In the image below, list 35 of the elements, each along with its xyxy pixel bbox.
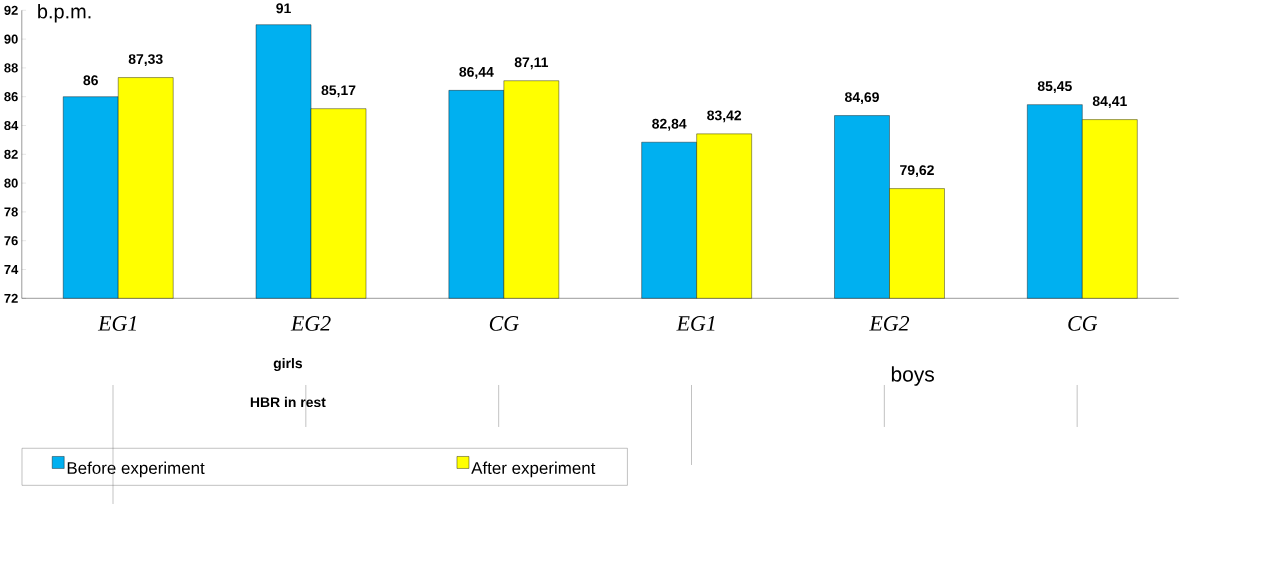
data-label: 79,62: [900, 165, 934, 178]
legend-label: After experiment: [471, 461, 596, 478]
y-tick-label: 76: [4, 236, 18, 246]
y-tick-label: 86: [4, 92, 18, 102]
x-tick-label: CG: [489, 316, 519, 331]
y-axis-title: b.p.m.: [38, 3, 91, 23]
y-tick-label: 80: [4, 178, 18, 188]
data-label: 91: [276, 3, 291, 14]
text: girls: [273, 358, 303, 372]
y-tick-label: 90: [4, 34, 18, 44]
data-label: 85,17: [321, 85, 356, 98]
x-axis-title: HBR in rest: [250, 396, 326, 408]
data-label: 83,42: [707, 110, 742, 123]
x-tick-label: EG2: [290, 316, 331, 331]
x-tick-label: EG2: [869, 316, 910, 331]
data-label: 86,44: [459, 66, 494, 79]
x-tick-label: CG: [1068, 316, 1098, 331]
data-label: 87,33: [128, 54, 163, 67]
text: boys: [891, 366, 934, 386]
y-tick-label: 84: [4, 120, 19, 131]
data-label: 87,11: [514, 57, 549, 70]
data-label: 85,45: [1037, 81, 1072, 94]
y-tick-label: 82: [4, 149, 18, 159]
data-label: 84,41: [1092, 96, 1127, 109]
y-tick-label: 72: [4, 293, 18, 303]
x-tick-label: EG1: [97, 316, 136, 331]
legend-label: Before experiment: [67, 461, 205, 478]
y-tick-label: 88: [4, 63, 18, 73]
y-tick-label: 92: [4, 5, 18, 15]
data-label: 86: [83, 75, 98, 86]
y-tick-label: 74: [4, 265, 19, 274]
x-tick-label: EG1: [676, 316, 715, 331]
y-tick-label: 78: [4, 207, 18, 217]
data-label: 84,69: [844, 92, 879, 105]
data-label: 82,84: [652, 118, 687, 131]
